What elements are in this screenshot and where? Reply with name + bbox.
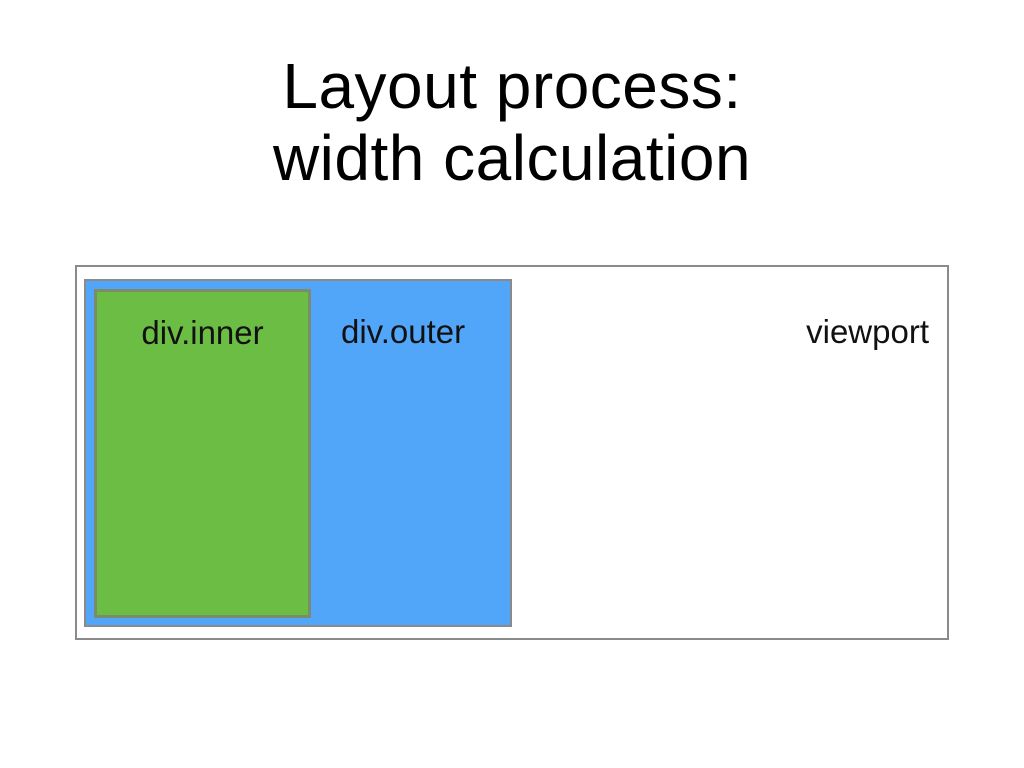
- slide-title: Layout process: width calculation: [0, 50, 1024, 194]
- div-inner-box: div.inner: [94, 289, 311, 618]
- viewport-label: viewport: [806, 313, 929, 350]
- title-line-1: Layout process:: [282, 50, 742, 122]
- title-line-2: width calculation: [272, 122, 752, 194]
- div-outer-label: div.outer: [341, 313, 466, 350]
- div-inner-label: div.inner: [141, 314, 264, 351]
